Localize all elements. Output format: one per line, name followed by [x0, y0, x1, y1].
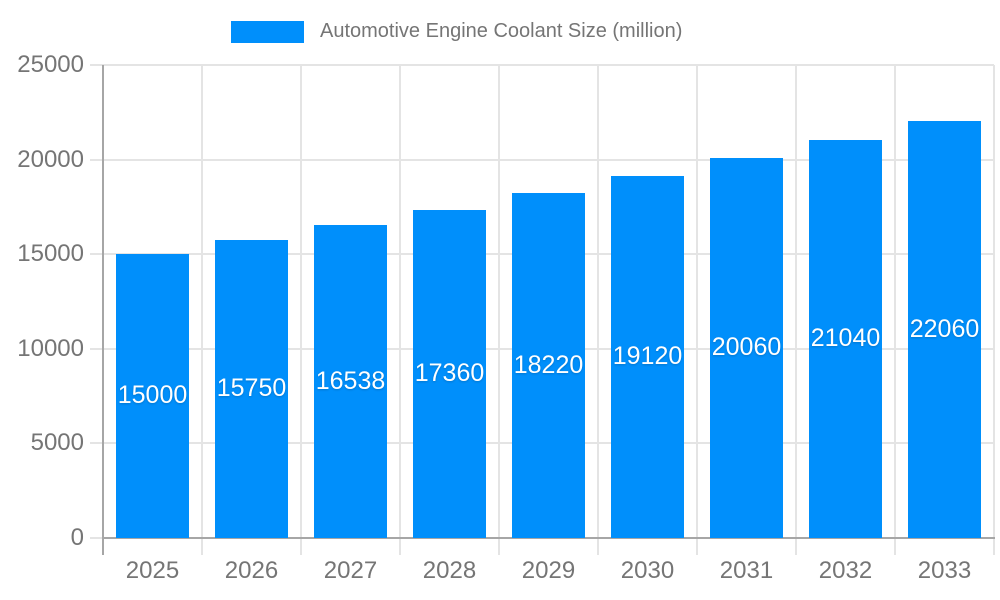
x-axis-tick-label: 2025 [125, 557, 180, 584]
y-gridline [90, 64, 994, 66]
bar-2029[interactable] [512, 193, 585, 538]
y-axis-tick-label: 0 [70, 524, 84, 551]
x-gridline [498, 65, 500, 538]
y-axis-line [102, 65, 104, 555]
x-axis-tick-label: 2030 [620, 557, 675, 584]
y-axis-tick-label: 20000 [17, 146, 84, 173]
bar-2028[interactable] [413, 210, 486, 538]
x-gridline [795, 65, 797, 538]
legend-swatch [231, 20, 304, 43]
y-axis-tick-label: 5000 [30, 429, 84, 456]
legend-item[interactable]: Automotive Engine Coolant Size (million) [231, 20, 682, 43]
bar-2032[interactable] [809, 140, 882, 538]
x-axis-tick-label: 2029 [521, 557, 576, 584]
x-axis-tick [201, 539, 203, 555]
x-axis-tick [399, 539, 401, 555]
bar-2027[interactable] [314, 225, 387, 538]
x-axis-tick-label: 2027 [323, 557, 378, 584]
bar-2025[interactable] [116, 254, 189, 538]
x-gridline [201, 65, 203, 538]
x-axis-tick [498, 539, 500, 555]
x-axis-tick-label: 2032 [818, 557, 873, 584]
bar-value-label: 19120 [612, 342, 683, 370]
x-gridline [993, 65, 995, 538]
x-gridline [399, 65, 401, 538]
bar-2031[interactable] [710, 158, 783, 538]
x-axis-tick [894, 539, 896, 555]
y-axis-tick-label: 10000 [17, 335, 84, 362]
x-axis-tick [300, 539, 302, 555]
x-axis-tick [597, 539, 599, 555]
bar-value-label: 18220 [513, 351, 584, 379]
y-axis-tick-label: 25000 [17, 51, 84, 78]
x-gridline [696, 65, 698, 538]
x-gridline [894, 65, 896, 538]
x-axis-tick-label: 2026 [224, 557, 279, 584]
bar-2030[interactable] [611, 176, 684, 538]
x-axis-tick [795, 539, 797, 555]
x-axis-tick-label: 2033 [917, 557, 972, 584]
bar-value-label: 20060 [711, 333, 782, 361]
bar-2026[interactable] [215, 240, 288, 538]
x-gridline [597, 65, 599, 538]
x-axis-line [102, 537, 995, 539]
bar-value-label: 15000 [117, 381, 188, 409]
bar-2033[interactable] [908, 121, 981, 538]
legend-label: Automotive Engine Coolant Size (million) [320, 20, 683, 42]
x-axis-tick [993, 539, 995, 555]
bar-value-label: 21040 [810, 324, 881, 352]
x-gridline [300, 65, 302, 538]
bar-value-label: 22060 [909, 315, 980, 343]
y-gridline [90, 159, 994, 161]
bar-value-label: 17360 [414, 359, 485, 387]
x-axis-tick [696, 539, 698, 555]
bar-value-label: 15750 [216, 374, 287, 402]
x-axis-tick-label: 2031 [719, 557, 774, 584]
x-axis-tick-label: 2028 [422, 557, 477, 584]
bar-value-label: 16538 [315, 367, 386, 395]
y-axis-tick-label: 15000 [17, 240, 84, 267]
